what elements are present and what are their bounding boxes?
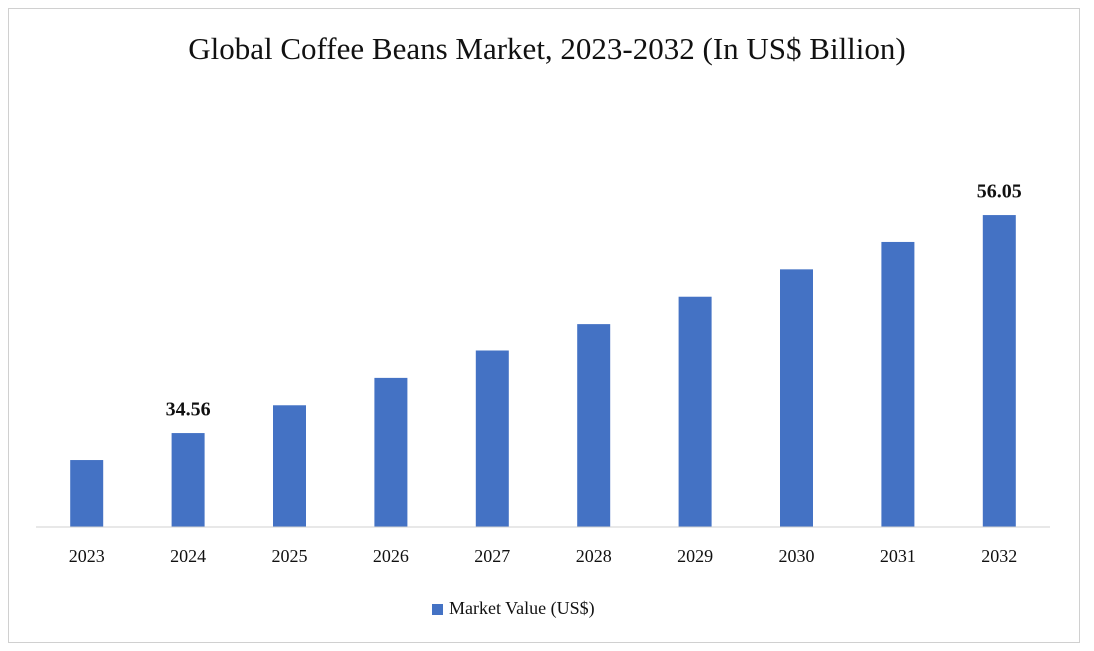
legend-swatch: [432, 604, 443, 615]
bar: [273, 405, 306, 527]
x-tick-label: 2031: [880, 546, 916, 566]
x-tick-label: 2029: [677, 546, 713, 566]
x-tick-label: 2030: [779, 546, 815, 566]
x-tick-label: 2024: [170, 546, 206, 566]
data-label: 56.05: [977, 181, 1022, 203]
x-tick-label: 2026: [373, 546, 409, 566]
bar: [881, 241, 915, 528]
chart-title: Global Coffee Beans Market, 2023-2032 (I…: [188, 31, 906, 66]
x-tick-label: 2023: [69, 546, 105, 566]
bar: [982, 215, 1016, 528]
bar: [475, 350, 509, 527]
bar: [780, 269, 813, 527]
x-tick-label: 2027: [474, 546, 510, 566]
bar: [678, 296, 712, 527]
bar: [577, 324, 611, 527]
x-tick-label: 2025: [272, 546, 308, 566]
bar: [70, 460, 104, 527]
x-tick-label: 2032: [981, 546, 1017, 566]
x-tick-label: 2028: [576, 546, 612, 566]
bar: [171, 433, 205, 527]
chart-frame: [8, 8, 1080, 643]
legend-label: Market Value (US$): [449, 598, 595, 619]
data-label: 34.56: [166, 399, 211, 421]
title-box: Global Coffee Beans Market, 2023-2032 (I…: [0, 28, 1094, 70]
bar: [374, 377, 408, 527]
